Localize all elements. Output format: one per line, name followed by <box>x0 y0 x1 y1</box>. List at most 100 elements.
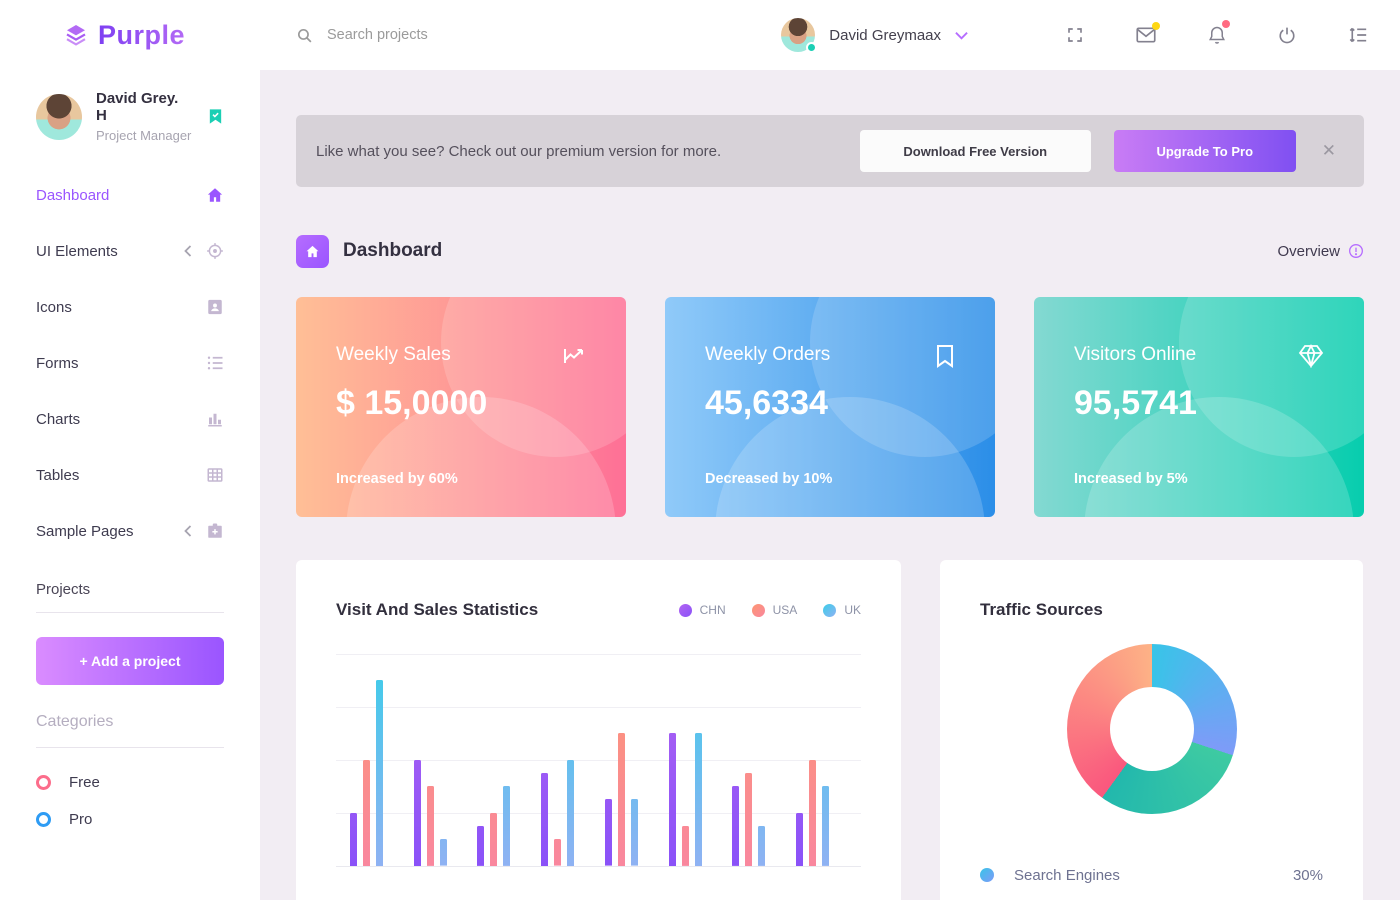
sidebar-item-label: Forms <box>36 354 79 372</box>
category-label: Pro <box>69 811 93 828</box>
bar-usa <box>363 759 370 866</box>
bookmark-icon <box>937 345 953 368</box>
main-content: Like what you see? Check out our premium… <box>260 70 1400 900</box>
sidebar-profile[interactable]: David Grey. H Project Manager <box>0 90 260 143</box>
close-icon[interactable]: ✕ <box>1321 141 1336 160</box>
bar-uk <box>821 786 829 866</box>
bar-group <box>413 759 447 866</box>
traffic-sources-panel: Traffic Sources Search Engines 30% Direc… <box>940 560 1363 900</box>
bar-chn <box>350 812 357 866</box>
premium-banner: Like what you see? Check out our premium… <box>296 115 1364 187</box>
bar-usa <box>426 786 434 866</box>
bar-uk <box>503 786 511 866</box>
chart-line-icon <box>564 349 583 363</box>
stat-card-weekly-orders: Weekly Orders 45,6334 Decreased by 10% <box>665 297 995 517</box>
sidebar-item-charts[interactable]: Charts <box>0 391 260 447</box>
sidebar-item-ui-elements[interactable]: UI Elements <box>0 223 260 279</box>
panel-title: Traffic Sources <box>980 600 1103 619</box>
divider <box>36 747 224 748</box>
line-spacing-menu-icon[interactable] <box>1348 26 1368 44</box>
table-icon <box>207 468 223 482</box>
bar-chart-icon <box>208 413 222 427</box>
sidebar-item-label: Charts <box>36 410 81 428</box>
contact-badge-icon <box>208 299 222 315</box>
stat-title: Visitors Online <box>1074 344 1197 365</box>
banner-text: Like what you see? Check out our premium… <box>316 142 722 160</box>
category-dot <box>36 812 51 827</box>
profile-role: Project Manager <box>96 128 192 143</box>
bar-usa <box>617 732 625 866</box>
divider <box>36 612 224 613</box>
sidebar-item-label: UI Elements <box>36 242 118 260</box>
fullscreen-icon[interactable] <box>1066 26 1084 44</box>
stat-card-visitors-online: Visitors Online 95,5741 Increased by 5% <box>1034 297 1364 517</box>
power-icon[interactable] <box>1278 26 1296 45</box>
gridline <box>336 707 861 708</box>
sidebar-item-forms[interactable]: Forms <box>0 335 260 391</box>
legend-item-usa: USA <box>751 603 797 617</box>
legend-dot <box>980 868 994 882</box>
stat-caption: Decreased by 10% <box>705 471 833 487</box>
legend-label: CHN <box>699 603 726 617</box>
sidebar-item-icons[interactable]: Icons <box>0 279 260 335</box>
category-dot <box>36 775 51 790</box>
bar-usa <box>490 812 498 866</box>
add-project-button[interactable]: + Add a project <box>36 637 224 685</box>
page-header: Dashboard Overview <box>296 230 1364 272</box>
mail-icon[interactable] <box>1136 22 1160 43</box>
brand-logo[interactable]: Purple <box>0 20 260 51</box>
stat-caption: Increased by 5% <box>1074 471 1188 487</box>
bar-uk <box>694 732 702 866</box>
upgrade-to-pro-button[interactable]: Upgrade To Pro <box>1113 130 1296 172</box>
bell-icon[interactable] <box>1208 20 1230 45</box>
legend-dot <box>678 603 692 617</box>
chevron-left-icon <box>184 525 192 537</box>
category-item-pro[interactable]: Pro <box>0 801 260 838</box>
chevron-left-icon <box>184 245 192 257</box>
legend-label: UK <box>844 603 861 617</box>
stat-cards-row: Weekly Sales $ 15,0000 Increased by 60% … <box>296 297 1364 517</box>
brand-name: Purple <box>98 19 186 50</box>
bar-chart-plot <box>336 654 861 867</box>
user-menu[interactable]: David Greymaax <box>781 18 968 53</box>
bar-uk <box>630 799 638 866</box>
stat-title: Weekly Orders <box>705 344 831 365</box>
bar-uk <box>567 759 575 866</box>
navbar-search <box>296 27 547 44</box>
stat-title: Weekly Sales <box>336 344 451 365</box>
bar-usa <box>745 772 753 866</box>
diamond-icon <box>1298 344 1324 368</box>
sidebar-nav: Dashboard UI Elements Icons Forms <box>0 167 260 559</box>
traffic-legend: Search Engines 30% Direct Click 30% <box>980 856 1323 900</box>
bar-chn <box>541 772 549 866</box>
bar-chn <box>795 812 803 866</box>
info-icon[interactable] <box>1348 243 1364 259</box>
bar-uk <box>439 839 447 866</box>
bar-usa <box>681 826 689 866</box>
category-item-free[interactable]: Free <box>0 764 260 801</box>
bar-uk <box>376 679 383 866</box>
bar-group <box>795 759 829 866</box>
sidebar-item-dashboard[interactable]: Dashboard <box>0 167 260 223</box>
download-free-version-button[interactable]: Download Free Version <box>859 130 1091 172</box>
stat-value: 95,5741 <box>1074 384 1197 422</box>
bar-chn <box>477 826 485 866</box>
avatar <box>36 93 82 140</box>
navbar-actions: David Greymaax <box>781 18 1400 53</box>
page-title: Dashboard <box>343 240 443 261</box>
legend-row-search-engines: Search Engines 30% <box>980 856 1323 894</box>
home-icon <box>207 188 223 202</box>
legend-label: Search Engines <box>1014 866 1120 884</box>
stat-caption: Increased by 60% <box>336 471 458 487</box>
legend-item-chn: CHN <box>678 603 726 617</box>
avatar <box>781 18 818 53</box>
sidebar-item-sample-pages[interactable]: Sample Pages <box>0 503 260 559</box>
bar-group <box>732 772 766 866</box>
search-input[interactable] <box>327 27 547 43</box>
briefcase-plus-icon <box>208 523 222 538</box>
stat-card-weekly-sales: Weekly Sales $ 15,0000 Increased by 60% <box>296 297 626 517</box>
overview-link[interactable]: Overview <box>1277 242 1340 260</box>
legend-dot <box>751 603 765 617</box>
sidebar-item-tables[interactable]: Tables <box>0 447 260 503</box>
list-bulleted-icon <box>207 356 223 370</box>
